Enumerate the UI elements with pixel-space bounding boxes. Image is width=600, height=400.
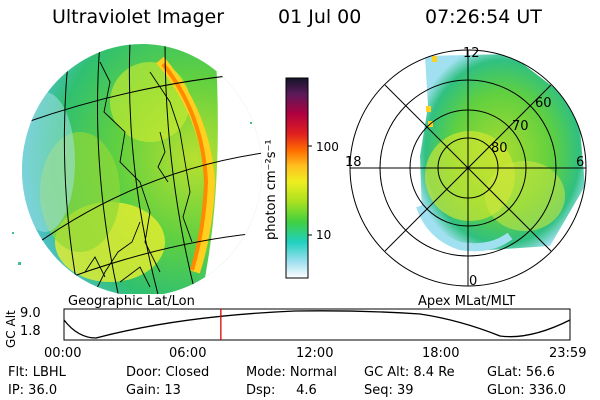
ip-status: IP: 36.0 <box>8 383 58 398</box>
timeline-xtick-0600: 06:00 <box>169 346 207 361</box>
geographic-caption: Geographic Lat/Lon <box>68 294 195 309</box>
timeline-xtick-2359: 23:59 <box>549 346 587 361</box>
colorbar-unit-label: photon cm⁻²s⁻¹ <box>264 139 279 240</box>
glon-status: GLon: 336.0 <box>487 383 567 398</box>
colorbar-tick-100: 100 <box>316 140 339 154</box>
mlt-label-0: 0 <box>469 274 478 289</box>
instrument-title: Ultraviolet Imager <box>52 6 225 28</box>
mode-status: Mode: Normal <box>246 365 337 380</box>
door-status: Door: Closed <box>126 365 210 380</box>
mlat-label-60: 60 <box>535 96 552 111</box>
colorbar <box>285 77 312 279</box>
dsp-status: Dsp: 4.6 <box>246 383 317 398</box>
timeline-ytick-9: 9.0 <box>20 306 41 321</box>
mlt-label-18: 18 <box>345 155 362 170</box>
altitude-timeline <box>63 308 571 341</box>
mlt-label-12: 12 <box>463 46 480 61</box>
timeline-xtick-1800: 18:00 <box>422 346 460 361</box>
timeline-ylabel: GC Alt <box>4 310 18 348</box>
filter-status: Flt: LBHL <box>8 365 66 380</box>
timeline-xtick-0000: 00:00 <box>44 346 82 361</box>
timeline-ytick-1_8: 1.8 <box>20 324 41 339</box>
seq-status: Seq: 39 <box>364 383 414 398</box>
polar-image <box>349 49 587 287</box>
apex-caption: Apex MLat/MLT <box>418 294 516 309</box>
globe-disk <box>22 44 262 294</box>
observation-time: 07:26:54 UT <box>425 6 542 28</box>
mlt-label-6: 6 <box>576 155 585 170</box>
gc-alt-status: GC Alt: 8.4 Re <box>364 365 455 380</box>
colorbar-scale <box>285 77 309 279</box>
timeline-xtick-1200: 12:00 <box>296 346 334 361</box>
geographic-image <box>12 44 262 294</box>
glat-status: GLat: 56.6 <box>487 365 555 380</box>
gain-status: Gain: 13 <box>126 383 181 398</box>
mlat-label-80: 80 <box>491 141 508 156</box>
colorbar-tick-10: 10 <box>316 228 332 242</box>
observation-date: 01 Jul 00 <box>278 6 362 28</box>
polar-grid <box>349 49 587 287</box>
mlat-label-70: 70 <box>512 119 529 134</box>
